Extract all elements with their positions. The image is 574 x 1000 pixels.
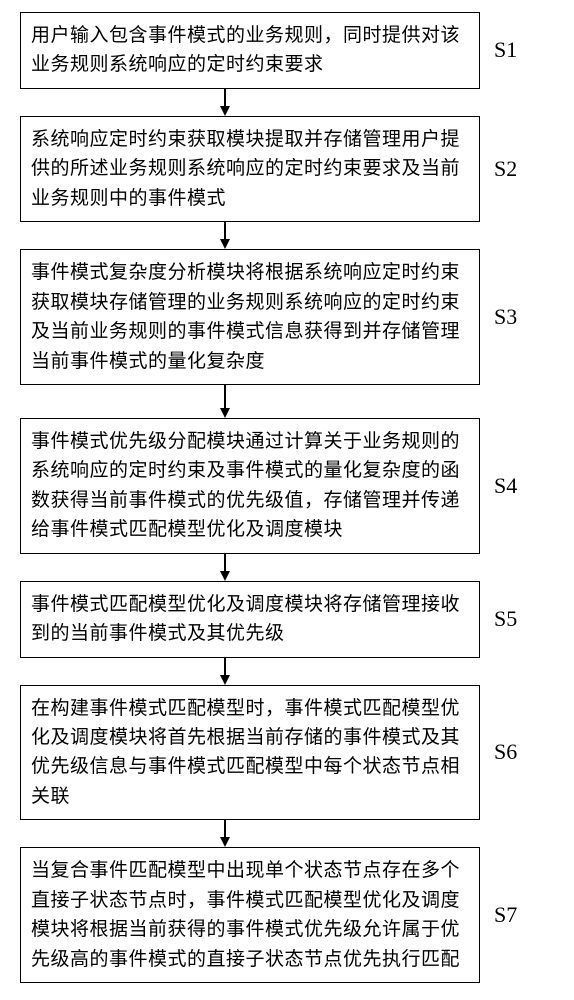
arrow-down-icon — [220, 385, 230, 418]
flowchart: 用户输入包含事件模式的业务规则，同时提供对该业务规则系统响应的定时约束要求 S1 系… — [20, 12, 554, 983]
step-label: S1 — [494, 37, 517, 63]
step-row: 在构建事件模式匹配模型时，事件模式匹配模型优化及调度模块将首先根据当前存储的事件… — [20, 685, 554, 821]
step-box: 事件模式匹配模型优化及调度模块将存储管理接收到的当前事件模式及其优先级 — [20, 581, 480, 658]
step-label: S4 — [494, 473, 517, 499]
step-box: 在构建事件模式匹配模型时，事件模式匹配模型优化及调度模块将首先根据当前存储的事件… — [20, 685, 480, 821]
arrow-down-icon — [220, 658, 230, 685]
step-label: S7 — [494, 902, 517, 928]
step-label: S3 — [494, 304, 517, 330]
step-row: 用户输入包含事件模式的业务规则，同时提供对该业务规则系统响应的定时约束要求 S1 — [20, 12, 554, 89]
arrow-down-icon — [220, 222, 230, 249]
step-row: 当复合事件匹配模型中出现单个状态节点存在多个直接子状态节点时，事件模式匹配模型优… — [20, 847, 554, 983]
step-box: 系统响应定时约束获取模块提取并存储管理用户提供的所述业务规则系统响应的定时约束要… — [20, 116, 480, 222]
step-row: 事件模式匹配模型优化及调度模块将存储管理接收到的当前事件模式及其优先级 S5 — [20, 581, 554, 658]
step-label: S6 — [494, 739, 517, 765]
step-box: 当复合事件匹配模型中出现单个状态节点存在多个直接子状态节点时，事件模式匹配模型优… — [20, 847, 480, 983]
step-row: 事件模式复杂度分析模块将根据系统响应定时约束获取模块存储管理的业务规则系统响应的… — [20, 249, 554, 385]
step-box: 事件模式优先级分配模块通过计算关于业务规则的系统响应的定时约束及事件模式的量化复… — [20, 418, 480, 554]
step-box: 用户输入包含事件模式的业务规则，同时提供对该业务规则系统响应的定时约束要求 — [20, 12, 480, 89]
arrow-down-icon — [220, 89, 230, 116]
step-label: S2 — [494, 156, 517, 182]
step-box: 事件模式复杂度分析模块将根据系统响应定时约束获取模块存储管理的业务规则系统响应的… — [20, 249, 480, 385]
arrow-down-icon — [220, 554, 230, 581]
step-row: 系统响应定时约束获取模块提取并存储管理用户提供的所述业务规则系统响应的定时约束要… — [20, 116, 554, 222]
step-label: S5 — [494, 606, 517, 632]
step-row: 事件模式优先级分配模块通过计算关于业务规则的系统响应的定时约束及事件模式的量化复… — [20, 418, 554, 554]
arrow-down-icon — [220, 820, 230, 847]
